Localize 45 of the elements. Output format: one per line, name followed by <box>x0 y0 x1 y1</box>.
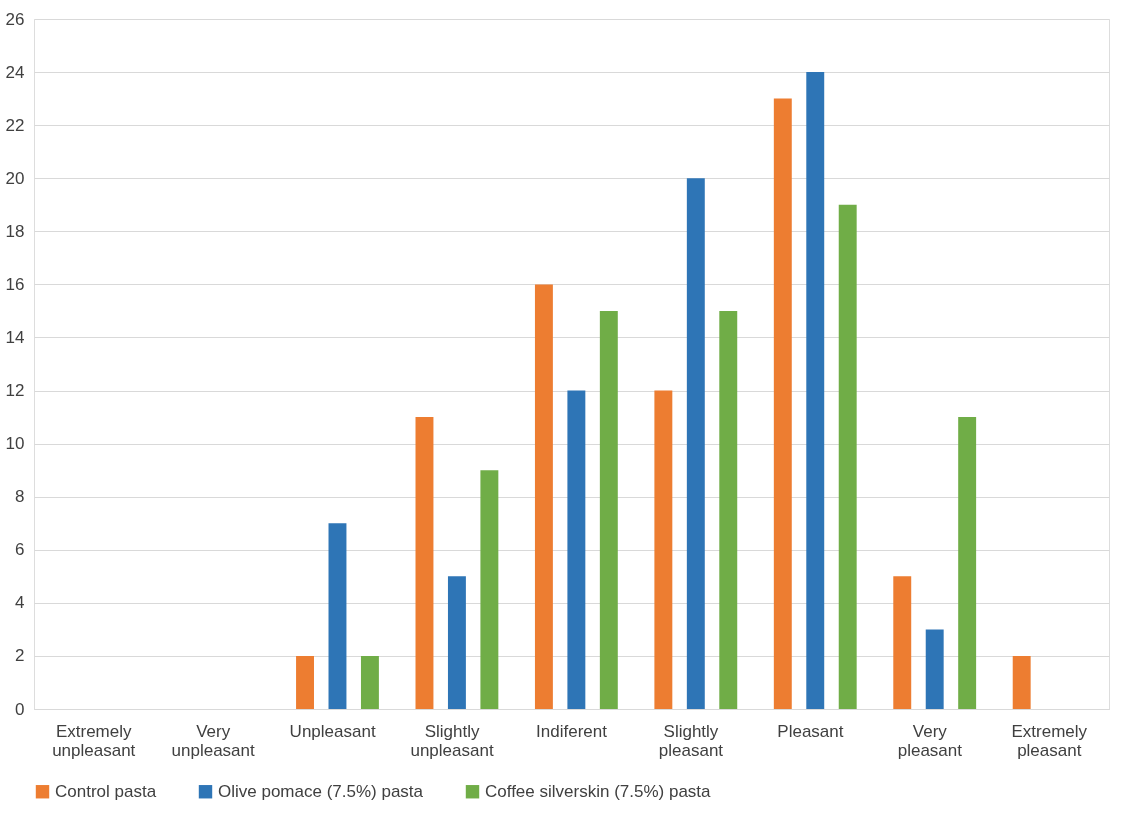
x-tick-label: Pleasant <box>777 721 844 741</box>
y-tick-label: 0 <box>15 699 25 719</box>
y-tick-label: 24 <box>5 62 25 82</box>
bar <box>599 310 618 709</box>
x-tick-label: Unpleasant <box>289 721 376 741</box>
y-tick-label: 26 <box>5 9 25 29</box>
x-tick-label: Slightly pleasant <box>658 721 724 760</box>
x-tick-label: Extremely pleasant <box>1011 721 1088 760</box>
x-tick-label: Indiferent <box>536 721 608 741</box>
bar <box>773 98 792 709</box>
bar <box>654 390 673 709</box>
y-tick-label: 8 <box>15 487 25 507</box>
y-tick-label: 12 <box>5 381 25 401</box>
x-tick-label: Very pleasant <box>897 721 963 760</box>
y-tick-label: 4 <box>15 593 25 613</box>
bar <box>296 655 314 709</box>
bar <box>958 417 977 709</box>
y-tick-label: 18 <box>5 221 25 241</box>
bar <box>567 390 586 709</box>
y-tick-label: 16 <box>5 274 25 294</box>
bar <box>447 576 466 709</box>
bar <box>1012 655 1031 709</box>
y-tick-label: 22 <box>5 115 25 135</box>
legend-label: Control pasta <box>55 781 157 801</box>
x-tick-label: Slightly unpleasant <box>410 721 494 760</box>
bar <box>328 523 347 709</box>
bar <box>686 178 705 709</box>
y-tick-label: 10 <box>5 434 25 454</box>
bar <box>925 629 944 709</box>
bar <box>480 470 499 709</box>
legend-label: Olive pomace (7.5%) pasta <box>218 781 424 801</box>
y-tick-label: 14 <box>5 327 25 347</box>
x-tick-label: Extremely unpleasant <box>52 721 136 760</box>
legend-label: Coffee silverskin (7.5%) pasta <box>485 781 712 801</box>
bar <box>838 204 857 709</box>
bar <box>415 417 434 709</box>
bar <box>719 310 738 709</box>
y-tick-label: 2 <box>15 646 25 666</box>
x-tick-label: Very unpleasant <box>171 721 256 760</box>
y-tick-label: 6 <box>15 540 25 560</box>
bar <box>534 284 553 709</box>
bar <box>360 655 379 709</box>
y-tick-label: 20 <box>5 168 25 188</box>
bar <box>893 576 912 709</box>
bar <box>806 72 825 709</box>
